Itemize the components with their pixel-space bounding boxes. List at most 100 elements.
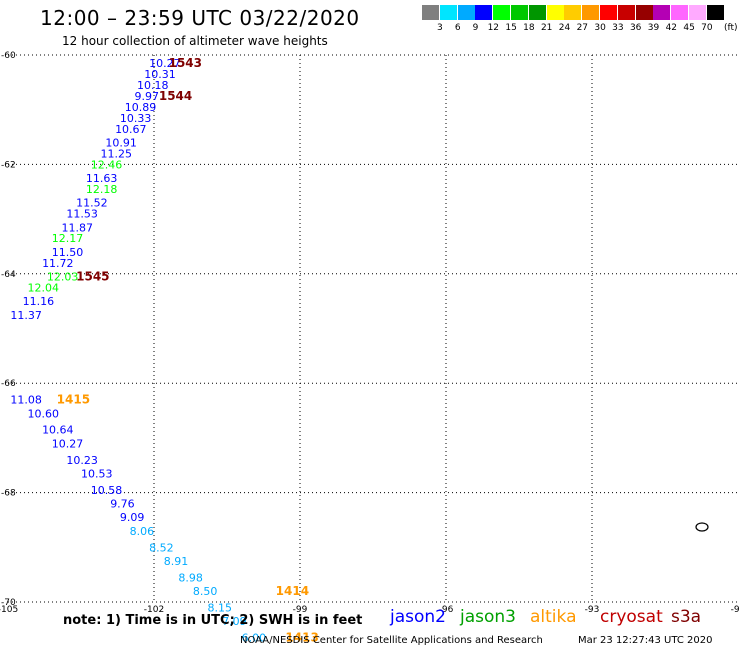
wave-height-point: 10.33 — [120, 112, 152, 125]
colorbar-tick-label: 12 — [487, 23, 500, 33]
wave-height-point: 10.89 — [125, 101, 157, 114]
y-tick-label: -64 — [1, 270, 16, 280]
wave-height-point: 8.50 — [193, 585, 218, 598]
satellite-legend-s3a: s3a — [671, 607, 702, 627]
pass-time-label: 1414 — [276, 584, 309, 598]
wave-height-point: 10.27 — [52, 437, 84, 450]
island-outline — [695, 522, 709, 532]
colorbar-swatch — [475, 5, 493, 20]
colorbar-swatch — [546, 5, 564, 20]
wave-height-point: 9.09 — [120, 511, 145, 524]
colorbar-tick-label: 33 — [612, 23, 624, 33]
wave-height-point: 10.91 — [105, 137, 137, 150]
colorbar-tick-label: 45 — [683, 23, 695, 33]
wave-height-point: 8.06 — [130, 525, 155, 538]
colorbar-swatch — [617, 5, 635, 20]
wave-height-point: 10.67 — [115, 123, 147, 136]
satellite-legend-jason2: jason2 — [390, 607, 446, 627]
pass-time-label: 1544 — [159, 89, 192, 103]
wave-height-point: 11.25 — [100, 147, 132, 160]
wave-height-point: 10.23 — [66, 454, 98, 467]
credit-line: NOAA/NESDIS Center for Satellite Applica… — [240, 635, 543, 646]
y-tick-label: -70 — [1, 598, 16, 608]
wave-height-point: 12.04 — [27, 281, 59, 294]
satellite-legend-altika: altika — [530, 607, 577, 627]
wave-height-point: 8.52 — [149, 541, 174, 554]
colorbar-tick-label: 18 — [523, 23, 535, 33]
wave-height-point: 10.64 — [42, 424, 74, 437]
wave-height-point: 8.15 — [208, 601, 233, 614]
colorbar-swatch — [706, 5, 724, 20]
pass-time-label: 1413 — [285, 631, 318, 645]
x-tick-label: -90 — [731, 605, 740, 615]
wave-height-point: 7.09 — [222, 615, 247, 628]
satellite-legend-cryosat: cryosat — [600, 607, 663, 627]
x-tick-label: -105 — [0, 605, 18, 615]
y-tick-label: -62 — [1, 160, 16, 170]
colorbar-tick-label: 15 — [505, 23, 517, 33]
wave-height-point: 9.97 — [135, 90, 160, 103]
generation-timestamp: Mar 23 12:27:43 UTC 2020 — [578, 635, 713, 646]
colorbar-swatch — [493, 5, 511, 20]
colorbar-swatch — [564, 5, 582, 20]
colorbar-swatch — [528, 5, 546, 20]
wave-height-point: 10.27 — [149, 57, 181, 70]
wave-height-point: 12.18 — [86, 183, 118, 196]
wave-height-point: 8.91 — [164, 555, 189, 568]
wave-height-point: 11.63 — [86, 172, 118, 185]
wave-height-point: 11.37 — [10, 309, 42, 322]
wave-height-point: 11.16 — [23, 295, 54, 308]
colorbar-unit: (ft) — [724, 23, 738, 33]
colorbar-swatch — [653, 5, 671, 20]
y-tick-label: -66 — [1, 379, 16, 389]
colorbar-tick-label: 24 — [558, 23, 571, 33]
colorbar-tick-label: 70 — [701, 23, 713, 33]
pass-time-label: 1545 — [76, 270, 109, 284]
wave-height-point: 8.98 — [178, 571, 203, 584]
wave-height-point: 10.31 — [144, 68, 176, 81]
colorbar-tick-label: 21 — [540, 23, 553, 33]
colorbar-swatch — [582, 5, 600, 20]
colorbar-swatch — [689, 5, 706, 20]
colorbar-tick-label: 39 — [647, 23, 660, 33]
wave-height-point: 10.18 — [137, 79, 169, 92]
x-tick-label: -96 — [439, 605, 454, 615]
wave-height-point: 12.46 — [91, 158, 123, 171]
colorbar-tick-label: 36 — [629, 23, 642, 33]
wave-height-point: 11.50 — [52, 246, 84, 259]
chart-title: 12:00 – 23:59 UTC 03/22/2020 — [40, 6, 360, 30]
wave-height-point: 11.53 — [66, 208, 98, 221]
wave-height-point: 10.58 — [91, 484, 123, 497]
colorbar-swatch — [511, 5, 528, 20]
footnote: note: 1) Time is in UTC; 2) SWH is in fe… — [63, 613, 363, 628]
wave-height-point: 11.87 — [62, 221, 94, 234]
wave-height-point: 9.76 — [110, 498, 135, 511]
wave-height-point: 10.60 — [27, 407, 59, 420]
colorbar-swatch — [457, 5, 475, 20]
colorbar-swatch — [600, 5, 617, 20]
chart-subtitle: 12 hour collection of altimeter wave hei… — [62, 34, 328, 48]
x-tick-label: -99 — [293, 605, 308, 615]
colorbar-tick-label: 42 — [665, 23, 678, 33]
colorbar-swatch — [439, 5, 457, 20]
wave-height-point: 10.53 — [81, 467, 113, 480]
colorbar-tick-label: 9 — [472, 23, 479, 33]
colorbar-swatch — [635, 5, 653, 20]
wave-height-point: 12.17 — [52, 232, 84, 245]
wave-height-point: 11.52 — [76, 197, 108, 210]
colorbar-tick-label: 6 — [454, 23, 461, 33]
colorbar-swatch — [671, 5, 689, 20]
y-tick-label: -68 — [1, 489, 16, 499]
x-tick-label: -93 — [585, 605, 600, 615]
wave-height-point: 12.03 — [47, 271, 79, 284]
pass-time-label: 1543 — [169, 56, 202, 70]
pass-time-label: 1415 — [57, 393, 90, 407]
satellite-legend-jason3: jason3 — [460, 607, 516, 627]
wave-height-point: 11.72 — [42, 257, 74, 270]
colorbar-tick-label: 27 — [576, 23, 589, 33]
colorbar-tick-label: 3 — [437, 23, 443, 33]
colorbar-tick-label: 30 — [594, 23, 606, 33]
y-tick-label: -60 — [1, 51, 16, 61]
wave-height-point: 6.00 — [242, 632, 267, 645]
